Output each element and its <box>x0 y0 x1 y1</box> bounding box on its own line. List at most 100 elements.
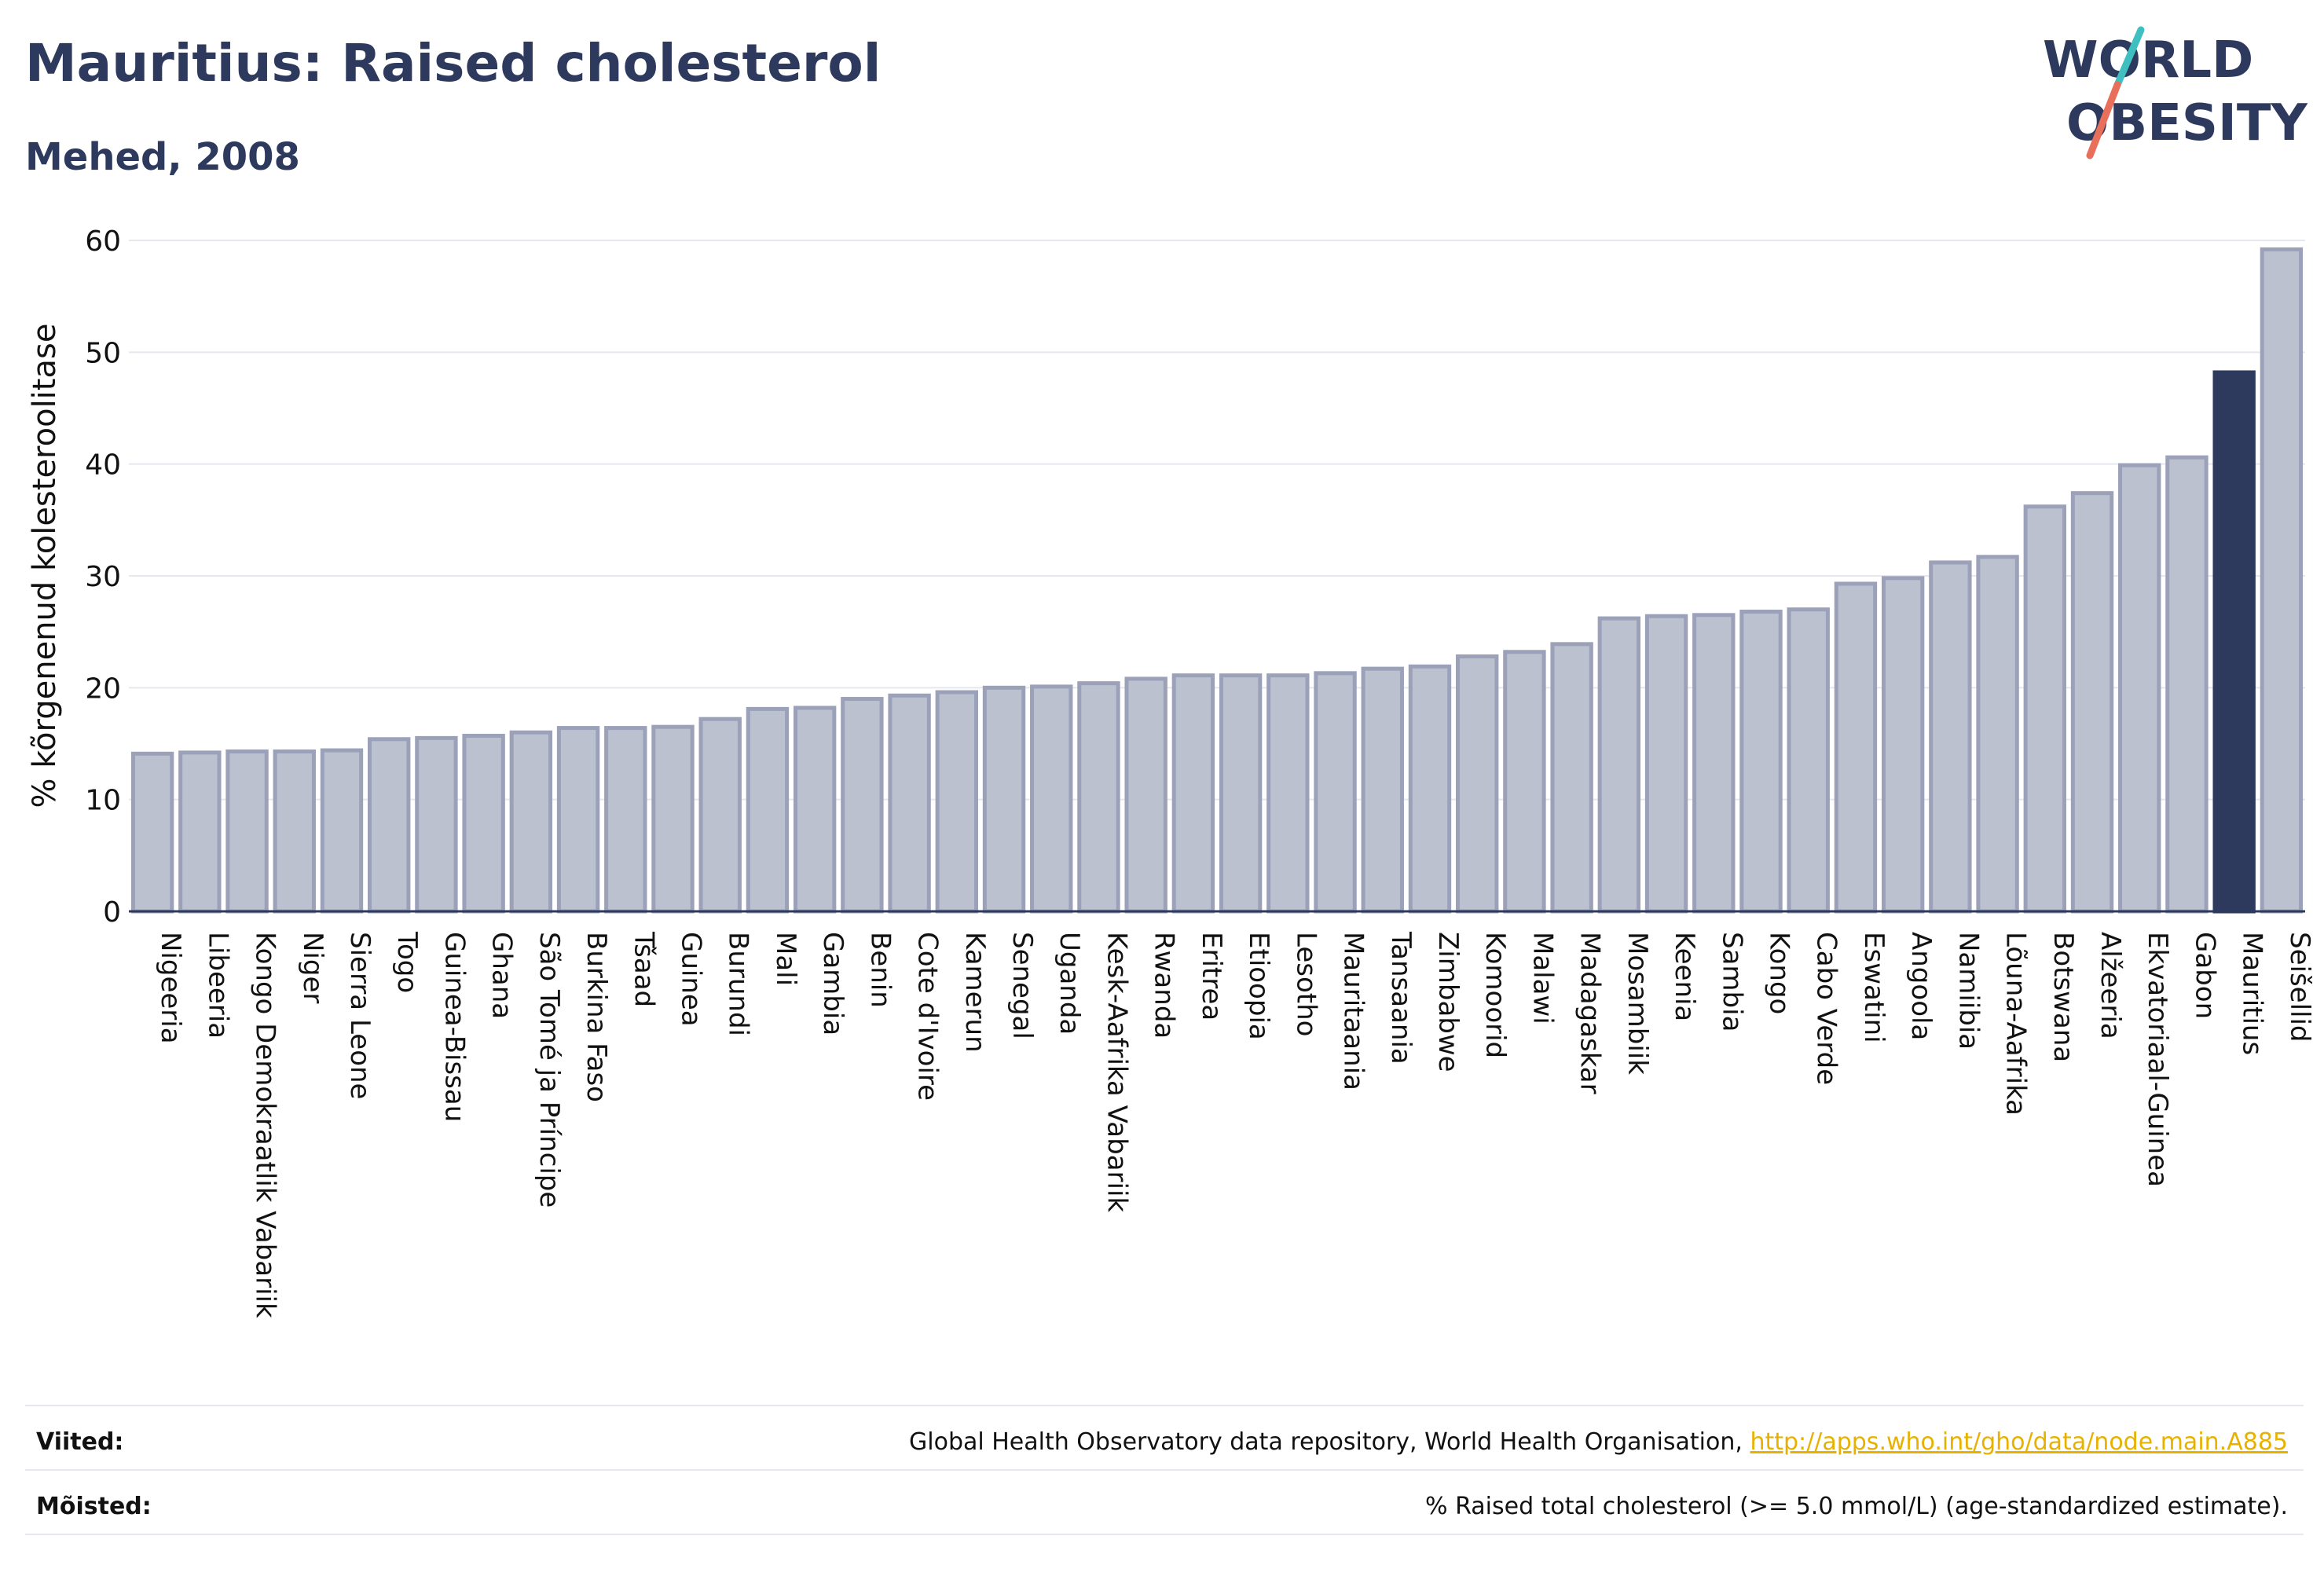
chart-subtitle: Mehed, 2008 <box>25 135 300 179</box>
bar <box>1550 642 1593 914</box>
x-tick-label: Botswana <box>2047 932 2079 1062</box>
x-tick-label: Benin <box>864 932 896 1008</box>
x-tick-label: Uganda <box>1054 932 1085 1035</box>
y-tick-label: 20 <box>85 673 121 705</box>
x-tick-label: Seišellid <box>2284 932 2315 1043</box>
bar <box>1597 616 1641 914</box>
x-tick-label: Kongo Demokraatlik Vabariik <box>250 932 281 1318</box>
bar <box>1361 666 1404 914</box>
x-tick-label: Madagaskar <box>1574 932 1606 1094</box>
bar <box>1503 650 1546 914</box>
bar <box>368 737 411 914</box>
y-axis-ticks: 0 10 20 30 40 50 60 <box>85 225 121 929</box>
bar <box>935 690 978 914</box>
x-tick-label: Mauritius <box>2237 932 2268 1055</box>
x-tick-label: Eswatini <box>1858 932 1890 1043</box>
x-tick-label: Ekvatoriaal-Guinea <box>2142 932 2173 1187</box>
x-tick-label: Keenia <box>1669 932 1700 1021</box>
sources-label: Viited: <box>36 1428 124 1456</box>
bar <box>509 730 553 914</box>
footer-divider <box>25 1405 2304 1406</box>
x-tick-label: Alžeeria <box>2095 932 2126 1039</box>
world-obesity-logo: WORLD OBESITY <box>2043 26 2308 159</box>
bar <box>178 750 222 914</box>
bar <box>2023 504 2066 914</box>
bar <box>1692 613 1736 914</box>
x-tick-label: Gabon <box>2189 932 2220 1019</box>
y-tick-label: 60 <box>85 225 121 258</box>
y-axis-label: % kõrgenenud kolesteroolitase <box>27 324 63 808</box>
x-tick-label: Nigeeria <box>155 932 186 1044</box>
y-tick-label: 40 <box>85 449 121 482</box>
bar <box>225 749 269 914</box>
x-tick-label: Namiibia <box>1952 932 1984 1050</box>
bar <box>2118 463 2161 914</box>
x-tick-label: Guinea-Bissau <box>438 932 470 1122</box>
x-tick-label: Kongo <box>1764 932 1795 1014</box>
x-tick-label: Kesk-Aafrika Vabariik <box>1101 932 1132 1212</box>
x-tick-label: Senegal <box>1006 932 1038 1039</box>
x-tick-label: Sierra Leone <box>344 932 376 1099</box>
bar-highlighted <box>2212 370 2256 914</box>
bars <box>130 247 2304 914</box>
sources-description: Global Health Observatory data repositor… <box>909 1428 1750 1456</box>
x-tick-label: Tšaad <box>628 931 659 1007</box>
bar <box>1219 673 1263 914</box>
bar <box>1266 673 1310 914</box>
x-tick-label: Mauritaania <box>1338 932 1369 1090</box>
bar <box>1787 607 1830 914</box>
sources-link[interactable]: http://apps.who.int/gho/data/node.main.A… <box>1750 1428 2288 1456</box>
bar <box>1314 671 1357 914</box>
y-tick-label: 30 <box>85 561 121 593</box>
x-tick-label: Eritrea <box>1196 932 1227 1021</box>
x-tick-label: Libeeria <box>202 932 233 1039</box>
x-tick-label: São Tomé ja Príncipe <box>533 932 565 1208</box>
bar-chart: 0 10 20 30 40 50 60 Nigeeria Libeeria Kongo Demo… <box>27 225 2315 1318</box>
bar <box>2165 455 2209 914</box>
x-axis-labels: Nigeeria Libeeria Kongo Demokraatlik Vabar… <box>155 931 2315 1318</box>
bar <box>1456 654 1499 914</box>
x-tick-label: Etioopia <box>1243 932 1274 1040</box>
bar <box>698 717 742 914</box>
y-tick-label: 10 <box>85 785 121 817</box>
bar <box>604 726 647 914</box>
x-tick-label: Burundi <box>723 932 754 1036</box>
bar <box>273 749 316 914</box>
x-tick-label: Lesotho <box>1290 932 1321 1036</box>
bar <box>130 751 174 914</box>
x-tick-label: Mali <box>770 932 801 986</box>
x-tick-label: Togo <box>391 931 423 993</box>
bar <box>1834 581 1878 914</box>
bar <box>841 697 884 914</box>
x-tick-label: Niger <box>297 932 328 1003</box>
bar <box>1408 664 1452 914</box>
bar <box>2260 247 2304 914</box>
x-tick-label: Cote d'Ivoire <box>912 932 944 1101</box>
x-tick-label: Malawi <box>1527 932 1558 1024</box>
sources-text: Global Health Observatory data repositor… <box>909 1428 2288 1456</box>
bar <box>415 735 458 914</box>
x-tick-label: Mosambiik <box>1622 932 1653 1075</box>
x-tick-label: Komoorid <box>1479 932 1511 1058</box>
x-tick-label: Angoola <box>1905 932 1937 1040</box>
bar <box>462 734 505 914</box>
bar <box>1030 684 1073 914</box>
y-tick-label: 0 <box>103 896 121 929</box>
bar <box>2070 491 2114 914</box>
chart-title: Mauritius: Raised cholesterol <box>25 33 882 93</box>
y-tick-label: 50 <box>85 337 121 369</box>
x-tick-label: Tansaania <box>1385 931 1417 1065</box>
bar <box>651 724 695 914</box>
x-tick-label: Kamerun <box>959 932 991 1053</box>
bar <box>1644 614 1688 914</box>
x-tick-label: Burkina Faso <box>581 932 612 1102</box>
bar <box>982 685 1026 914</box>
x-tick-label: Guinea <box>676 932 707 1027</box>
x-tick-label: Cabo Verde <box>1811 932 1842 1085</box>
bar <box>1976 555 2019 914</box>
bar <box>320 748 364 914</box>
definitions-label: Mõisted: <box>36 1493 152 1520</box>
bar <box>1124 676 1167 914</box>
bar <box>888 693 931 914</box>
footer-divider <box>25 1469 2304 1471</box>
